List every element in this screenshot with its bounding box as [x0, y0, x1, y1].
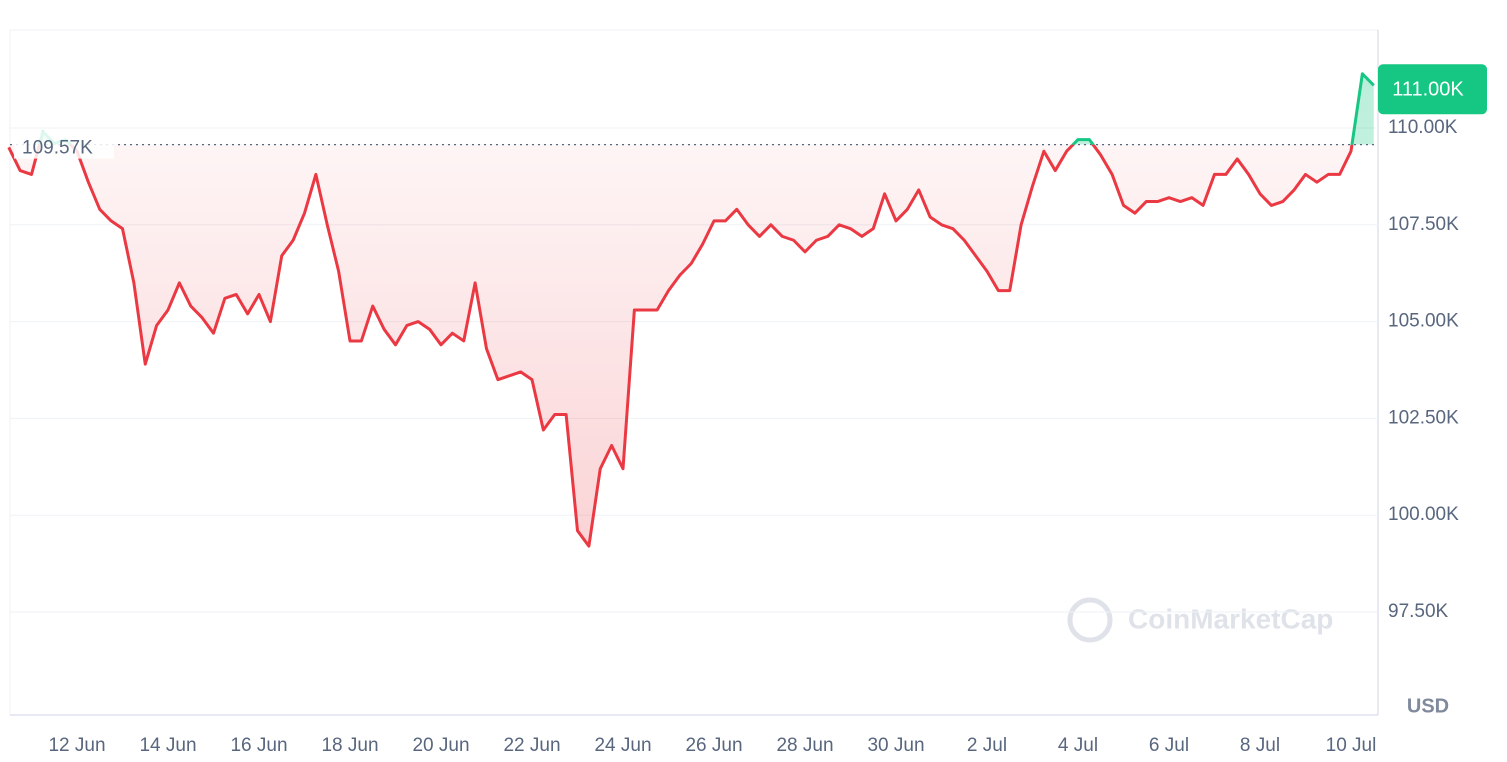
- y-tick-label: 102.50K: [1388, 407, 1459, 428]
- x-tick-label: 12 Jun: [48, 735, 105, 756]
- baseline-label-bg: [14, 130, 114, 159]
- y-tick-label: 107.50K: [1388, 214, 1459, 235]
- watermark: CoinMarketCap: [1067, 597, 1333, 643]
- watermark-text: CoinMarketCap: [1128, 603, 1333, 634]
- x-tick-label: 24 Jun: [594, 735, 651, 756]
- price-line-down: [7, 144, 1354, 548]
- x-tick-label: 30 Jun: [867, 735, 924, 756]
- x-tick-label: 4 Jul: [1058, 735, 1098, 756]
- price-tag-label: 111.00K: [1392, 79, 1464, 101]
- x-tick-label: 8 Jul: [1240, 735, 1280, 756]
- y-tick-label: 100.00K: [1388, 504, 1459, 525]
- x-tick-label: 26 Jun: [685, 735, 742, 756]
- x-tick-label: 22 Jun: [503, 735, 560, 756]
- x-tick-label: 20 Jun: [412, 735, 469, 756]
- y-tick-label: 105.00K: [1388, 311, 1459, 332]
- x-tick-label: 14 Jun: [139, 735, 196, 756]
- currency-label: USD: [1407, 695, 1449, 717]
- y-tick-label: 110.00K: [1388, 117, 1458, 138]
- x-tick-label: 28 Jun: [776, 735, 833, 756]
- x-tick-label: 6 Jul: [1149, 735, 1189, 756]
- price-tag: [1378, 64, 1487, 115]
- y-tick-label: 97.50K: [1388, 601, 1449, 622]
- x-tick-label: 2 Jul: [967, 735, 1007, 756]
- baseline-label: 109.57K: [22, 138, 93, 159]
- x-tick-label: 18 Jun: [321, 735, 378, 756]
- x-tick-label: 16 Jun: [230, 735, 287, 756]
- x-tick-label: 10 Jul: [1326, 735, 1377, 756]
